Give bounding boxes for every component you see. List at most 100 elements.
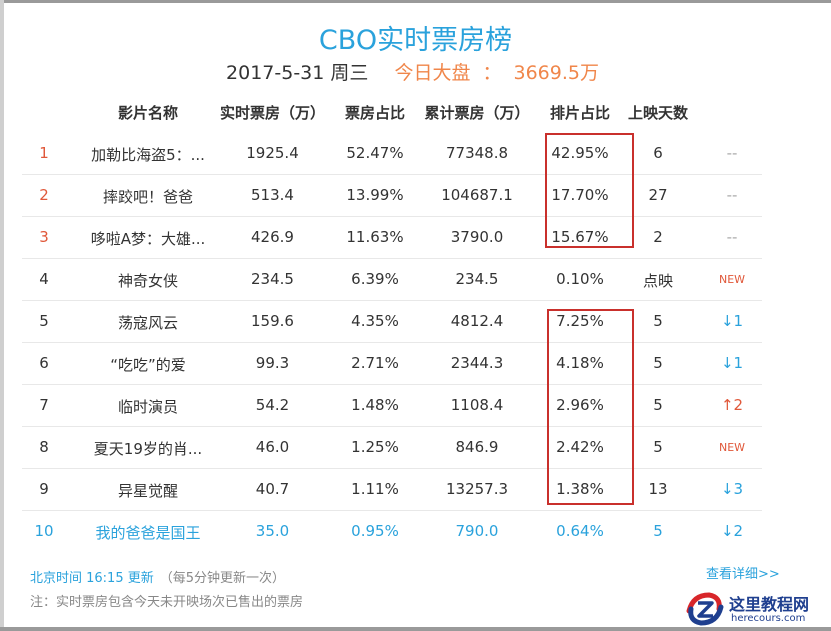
realtime-box-office: 54.2 bbox=[255, 396, 290, 414]
table-row: 9 异星觉醒 40.7 1.11% 13257.3 1.38% 13 ↓3 bbox=[0, 469, 831, 511]
left-border bbox=[0, 0, 4, 631]
cumulative-box-office: 104687.1 bbox=[441, 186, 513, 204]
days-showing: 2 bbox=[653, 228, 663, 246]
realtime-box-office: 426.9 bbox=[251, 228, 294, 246]
col-header-days: 上映天数 bbox=[627, 104, 688, 122]
top-border bbox=[0, 0, 831, 3]
movie-name: 夏天19岁的肖... bbox=[93, 440, 203, 458]
rank-cell: 2 bbox=[39, 186, 49, 204]
realtime-box-office: 99.3 bbox=[255, 354, 290, 372]
col-header-schedule: 排片占比 bbox=[549, 104, 610, 122]
rank-trend: NEW bbox=[718, 441, 746, 454]
schedule-share: 0.10% bbox=[556, 270, 604, 288]
watermark: 这里教程网 herecours.com bbox=[685, 589, 831, 629]
realtime-box-office: 35.0 bbox=[255, 522, 290, 540]
rank-cell: 7 bbox=[39, 396, 49, 414]
highlight-box-ranks-5-9 bbox=[547, 309, 634, 505]
table-row: 1 加勒比海盗5：... 1925.4 52.47% 77348.8 42.95% 6 -- bbox=[0, 133, 831, 175]
schedule-share: 17.70% bbox=[551, 186, 609, 204]
col-header-cumulative: 累计票房（万） bbox=[424, 104, 530, 122]
movie-name: 神奇女侠 bbox=[117, 272, 178, 290]
schedule-share: 42.95% bbox=[551, 144, 609, 162]
box-office-share: 1.25% bbox=[351, 438, 399, 456]
daily-total-colon: ： bbox=[482, 62, 502, 84]
rank-cell: 10 bbox=[34, 522, 54, 540]
table-row: 2 摔跤吧！爸爸 513.4 13.99% 104687.1 17.70% 27 -- bbox=[0, 175, 831, 217]
cumulative-box-office: 3790.0 bbox=[450, 228, 504, 246]
row-divider bbox=[22, 300, 762, 301]
realtime-box-office: 513.4 bbox=[251, 186, 294, 204]
rank-trend: ↓1 bbox=[720, 354, 744, 372]
box-office-share: 11.63% bbox=[346, 228, 404, 246]
days-showing: 6 bbox=[653, 144, 663, 162]
realtime-box-office: 40.7 bbox=[255, 480, 290, 498]
schedule-share: 1.38% bbox=[556, 480, 604, 498]
cumulative-box-office: 790.0 bbox=[455, 522, 499, 540]
rank-trend: ↑2 bbox=[720, 396, 744, 414]
update-info: 北京时间 16:15 更新 （每5分钟更新一次） bbox=[30, 567, 285, 586]
col-header-name: 影片名称 bbox=[117, 104, 178, 122]
cumulative-box-office: 13257.3 bbox=[445, 480, 509, 498]
movie-name: 我的爸爸是国王 bbox=[95, 524, 201, 542]
schedule-share: 4.18% bbox=[556, 354, 604, 372]
box-office-share: 0.95% bbox=[351, 522, 399, 540]
box-office-share: 1.48% bbox=[351, 396, 399, 414]
row-divider bbox=[22, 384, 762, 385]
schedule-share: 15.67% bbox=[551, 228, 609, 246]
cumulative-box-office: 846.9 bbox=[455, 438, 499, 456]
watermark-logo-icon bbox=[686, 592, 724, 626]
highlight-box-top3 bbox=[545, 133, 634, 248]
movie-name: 荡寇风云 bbox=[117, 314, 178, 332]
row-divider bbox=[22, 258, 762, 259]
view-details-link[interactable]: 查看详细>> bbox=[706, 567, 780, 582]
days-showing: 5 bbox=[653, 312, 663, 330]
footnote: 注：实时票房包含今天未开映场次已售出的票房 bbox=[30, 595, 304, 610]
days-showing: 5 bbox=[653, 354, 663, 372]
days-showing: 点映 bbox=[642, 272, 673, 290]
table-row: 10 我的爸爸是国王 35.0 0.95% 790.0 0.64% 5 ↓2 bbox=[0, 511, 831, 553]
col-header-share: 票房占比 bbox=[344, 104, 405, 122]
cumulative-box-office: 4812.4 bbox=[450, 312, 504, 330]
row-divider bbox=[22, 468, 762, 469]
rank-trend: ↓1 bbox=[720, 312, 744, 330]
watermark-name: 这里教程网 bbox=[729, 595, 810, 614]
daily-total-label: 今日大盘 bbox=[394, 62, 471, 84]
rank-trend: ↓3 bbox=[720, 480, 744, 498]
rank-cell: 1 bbox=[39, 144, 49, 162]
movie-name: 加勒比海盗5：... bbox=[91, 146, 205, 164]
report-date: 2017-5-31 周三 bbox=[226, 62, 369, 84]
box-office-share: 13.99% bbox=[346, 186, 404, 204]
days-showing: 5 bbox=[653, 522, 663, 540]
schedule-share: 0.64% bbox=[556, 522, 604, 540]
rank-trend: -- bbox=[726, 186, 738, 204]
bottom-border bbox=[0, 627, 831, 631]
update-time: 北京时间 16:15 更新 bbox=[30, 571, 154, 586]
cumulative-box-office: 77348.8 bbox=[445, 144, 509, 162]
realtime-box-office: 1925.4 bbox=[246, 144, 299, 162]
box-office-share: 6.39% bbox=[351, 270, 399, 288]
realtime-box-office: 46.0 bbox=[255, 438, 290, 456]
box-office-share: 2.71% bbox=[351, 354, 399, 372]
box-office-share: 4.35% bbox=[351, 312, 399, 330]
row-divider bbox=[22, 342, 762, 343]
rank-cell: 3 bbox=[39, 228, 49, 246]
rank-cell: 8 bbox=[39, 438, 49, 456]
row-divider bbox=[22, 216, 762, 217]
daily-total-value: 3669.5万 bbox=[513, 62, 599, 84]
table-row: 3 哆啦A梦：大雄... 426.9 11.63% 3790.0 15.67% 2 -- bbox=[0, 217, 831, 259]
rank-trend: NEW bbox=[718, 273, 746, 286]
rank-cell: 9 bbox=[39, 480, 49, 498]
table-row: 4 神奇女侠 234.5 6.39% 234.5 0.10% 点映 NEW bbox=[0, 259, 831, 301]
schedule-share: 7.25% bbox=[556, 312, 604, 330]
realtime-box-office: 234.5 bbox=[251, 270, 294, 288]
movie-name: 摔跤吧！爸爸 bbox=[102, 188, 193, 206]
movie-name: “吃吃”的爱 bbox=[110, 356, 186, 374]
update-note: （每5分钟更新一次） bbox=[159, 571, 286, 586]
rank-cell: 6 bbox=[39, 354, 49, 372]
watermark-url: herecours.com bbox=[731, 613, 806, 624]
daily-total: 今日大盘 ： 3669.5万 bbox=[388, 62, 605, 84]
row-divider bbox=[22, 510, 762, 511]
rank-cell: 5 bbox=[39, 312, 49, 330]
page-title: CBO实时票房榜 bbox=[318, 25, 513, 56]
table-row: 5 荡寇风云 159.6 4.35% 4812.4 7.25% 5 ↓1 bbox=[0, 301, 831, 343]
